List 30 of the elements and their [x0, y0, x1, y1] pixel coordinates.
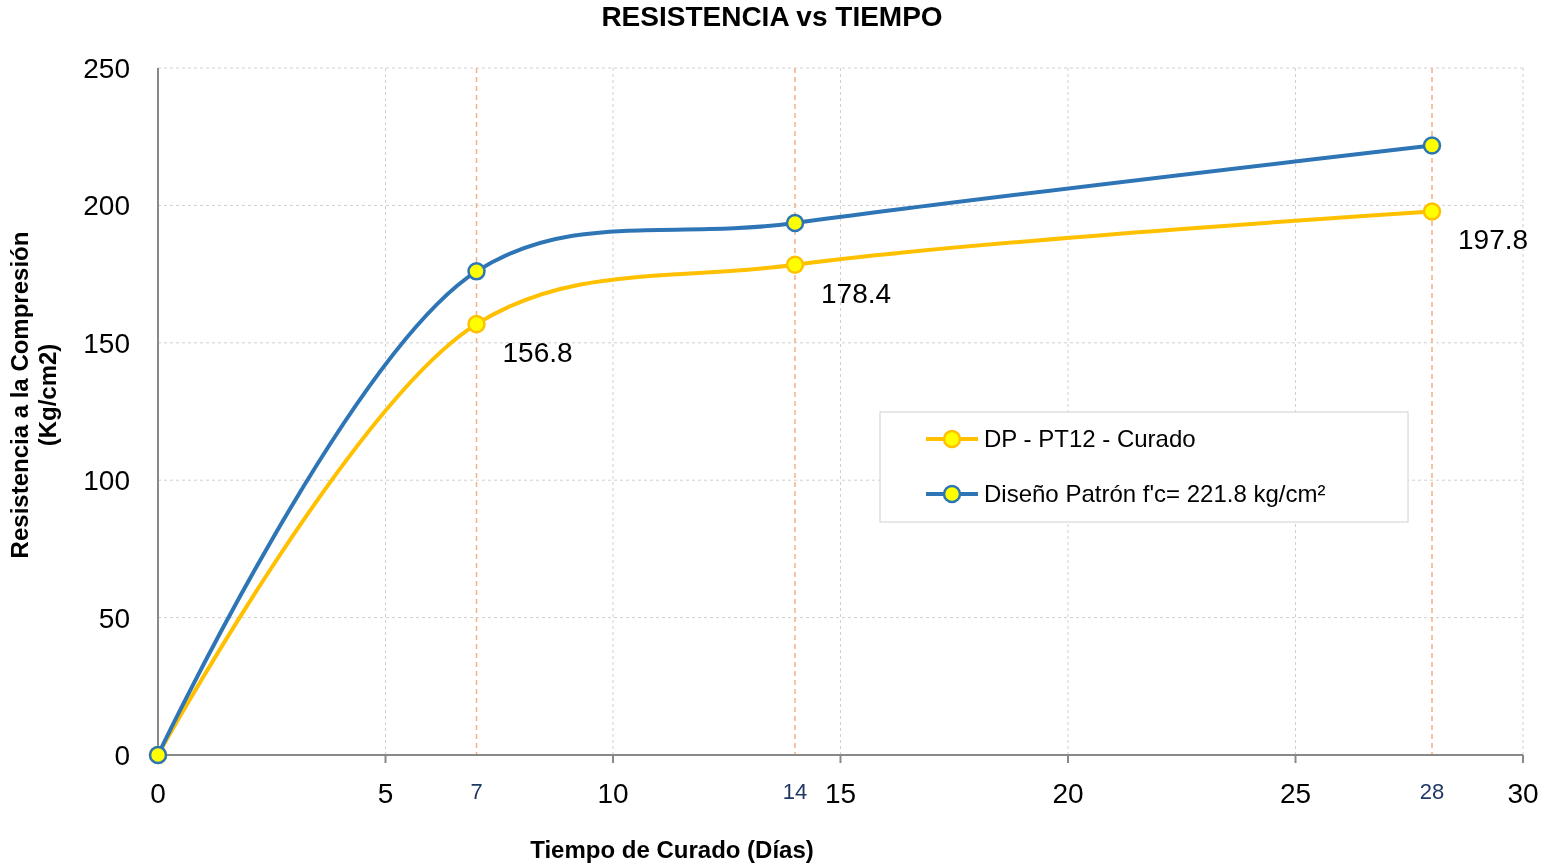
data-label: 197.8 — [1458, 224, 1529, 256]
x-tick-label: 25 — [1279, 778, 1312, 809]
point — [785, 255, 805, 275]
legend-label: DP - PT12 - Curado — [984, 425, 1196, 452]
ref-line-label: 28 — [1419, 779, 1445, 804]
y-tick-label: 0 — [114, 740, 130, 771]
point — [1422, 136, 1442, 155]
y-axis-title: Resistencia a la Compresión (Kg/cm2) — [6, 231, 61, 559]
chart-title: RESISTENCIA vs TIEMPO — [601, 1, 943, 32]
ref-line-label: 14 — [782, 779, 808, 804]
y-tick-label: 150 — [83, 327, 130, 359]
x-tick-label: 10 — [597, 778, 629, 809]
y-tick-label: 100 — [83, 465, 130, 497]
ref-line-label: 7 — [470, 779, 483, 804]
point — [467, 262, 486, 281]
point — [467, 314, 486, 334]
point — [785, 213, 805, 233]
x-tick-label: 5 — [377, 778, 394, 809]
x-tick-label: 15 — [824, 778, 857, 809]
data-label: 156.8 — [502, 337, 573, 369]
x-tick-label: 20 — [1052, 778, 1084, 809]
legend-label: Diseño Patrón f'c= 221.8 kg/cm² — [984, 480, 1326, 507]
x-tick-label: 30 — [1507, 778, 1539, 809]
y-tick-label: 250 — [83, 53, 130, 84]
x-axis-title: Tiempo de Curado (Días) — [530, 836, 814, 863]
data-label: 178.4 — [821, 277, 892, 309]
y-tick-label: 200 — [83, 190, 130, 222]
point — [1422, 202, 1442, 221]
x-tick-label: 0 — [150, 778, 166, 809]
y-tick-label: 50 — [98, 602, 130, 634]
